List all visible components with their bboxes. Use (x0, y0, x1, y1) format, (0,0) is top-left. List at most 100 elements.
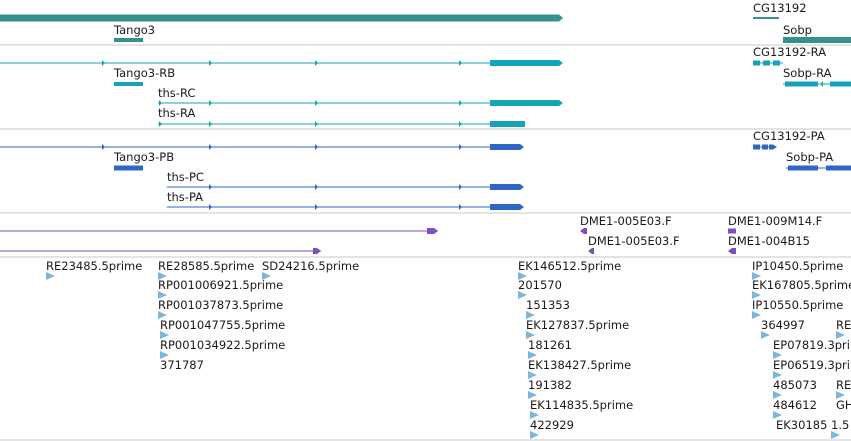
exon-block (773, 144, 777, 150)
est-label[interactable]: EK30185 (776, 418, 828, 432)
est-label[interactable]: EP07819.3prime (773, 338, 851, 352)
strand-arrow-icon (820, 81, 823, 87)
est-glyph (160, 331, 169, 339)
transcript-label-cg13192-ra[interactable]: CG13192-RA (753, 45, 827, 59)
exon-block (728, 228, 736, 234)
exon-block (763, 60, 770, 66)
est-label[interactable]: 484612 (773, 398, 817, 412)
exon-block (559, 14, 563, 22)
est-glyph (160, 351, 169, 359)
est-label[interactable]: 364997 (761, 318, 805, 332)
exon-block (785, 81, 818, 87)
protein-label-cg13192-pa[interactable]: CG13192-PA (753, 129, 825, 143)
est-label[interactable]: RP001034922.5prime (160, 338, 286, 352)
transcript-label-sobp-ra[interactable]: Sobp-RA (783, 66, 832, 80)
est-label[interactable]: IP10450.5prime (752, 259, 844, 273)
protein-label-ths-pc[interactable]: ths-PC (167, 170, 204, 184)
est-glyph (528, 371, 537, 379)
est-pair-label[interactable]: DME1-004B15 (728, 234, 810, 248)
exon-block (592, 248, 594, 254)
est-label[interactable]: EK146512.5prime (518, 259, 622, 273)
est-label[interactable]: EK167805.5prime (752, 278, 851, 292)
transcript-label-ths-rc[interactable]: ths-RC (158, 86, 196, 100)
est-pair-label[interactable]: DME1-005E03.F (588, 234, 680, 248)
exon-block (830, 81, 851, 87)
strand-arrow-icon (209, 60, 212, 66)
exon-block (753, 60, 760, 66)
exon-block (114, 82, 143, 86)
strand-arrow-icon (209, 144, 212, 150)
est-label[interactable]: RE (836, 318, 851, 332)
est-label[interactable]: 151353 (526, 298, 570, 312)
gene-label-tango3[interactable]: Tango3 (114, 23, 156, 37)
strand-arrow-icon (209, 204, 212, 210)
strand-arrow-icon (459, 60, 462, 66)
strand-arrow-icon (459, 144, 462, 150)
exon-block (788, 165, 818, 171)
est-label[interactable]: RE28585.5prime (158, 259, 255, 273)
est-label[interactable]: RE (836, 378, 851, 392)
transcript-label-tango3-rb[interactable]: Tango3-RB (114, 66, 176, 80)
est-pair-label[interactable]: DME1-005E03.F (580, 214, 672, 228)
est-label[interactable]: EK114835.5prime (530, 398, 634, 412)
est-glyph (46, 272, 55, 280)
est-label[interactable]: RP001047755.5prime (160, 318, 286, 332)
exon-block (732, 248, 736, 254)
est-label[interactable]: 181261 (528, 338, 572, 352)
protein-label-tango3-pb[interactable]: Tango3-PB (114, 150, 175, 164)
est-pair-label[interactable]: DME1-009M14.F (728, 214, 823, 228)
strand-arrow-icon (315, 60, 318, 66)
est-label[interactable]: 422929 (530, 418, 574, 432)
est-label[interactable]: GH (836, 398, 851, 412)
est-label[interactable]: 201570 (518, 278, 562, 292)
est-glyph (836, 331, 845, 339)
est-glyph (530, 411, 539, 419)
transcript-label-ths-ra[interactable]: ths-RA (158, 106, 196, 120)
est-glyph (528, 391, 537, 399)
exon-block (490, 184, 520, 190)
exon-block (580, 228, 584, 234)
est-label[interactable]: IP10550.5prime (752, 298, 844, 312)
est-glyph (528, 351, 537, 359)
exon-block (783, 37, 851, 43)
est-glyph (773, 351, 782, 359)
est-label[interactable]: EP06519.3prime (773, 358, 851, 372)
strand-arrow-icon (315, 144, 318, 150)
strand-arrow-icon (209, 100, 212, 106)
est-label[interactable]: 485073 (773, 378, 817, 392)
exon-block (313, 248, 317, 254)
est-glyph (158, 291, 167, 299)
exon-block (773, 60, 780, 66)
gene-label-sobp[interactable]: Sobp (783, 23, 812, 37)
exon-block (114, 165, 143, 171)
gene-label-cg13192[interactable]: CG13192 (753, 1, 807, 15)
est-label[interactable]: 371787 (160, 358, 204, 372)
est-label[interactable]: RP001006921.5prime (158, 278, 284, 292)
strand-arrow-icon (159, 121, 162, 127)
exon-block (427, 228, 434, 234)
protein-label-ths-pa[interactable]: ths-PA (167, 190, 204, 204)
strand-arrow-icon (459, 100, 462, 106)
exon-block (520, 204, 524, 210)
est-label[interactable]: EK138427.5prime (528, 358, 632, 372)
est-glyph (526, 331, 535, 339)
strand-arrow-icon (102, 144, 105, 150)
exon-block (769, 144, 773, 150)
est-label[interactable]: SD24216.5prime (262, 259, 360, 273)
est-label[interactable]: 1.5 (831, 418, 850, 432)
est-label[interactable]: EK127837.5prime (526, 318, 630, 332)
est-label[interactable]: 191382 (528, 378, 572, 392)
est-glyph (752, 311, 761, 319)
est-label[interactable]: RP001037873.5prime (158, 298, 284, 312)
est-glyph (773, 371, 782, 379)
protein-label-sobp-pa[interactable]: Sobp-PA (786, 150, 834, 164)
strand-arrow-icon (209, 184, 212, 190)
est-label[interactable]: RE23485.5prime (46, 259, 143, 273)
exon-block (490, 144, 520, 150)
est-glyph (773, 391, 782, 399)
exon-block (490, 121, 525, 127)
exon-block (728, 248, 732, 254)
est-glyph (836, 391, 845, 399)
est-glyph (752, 291, 761, 299)
